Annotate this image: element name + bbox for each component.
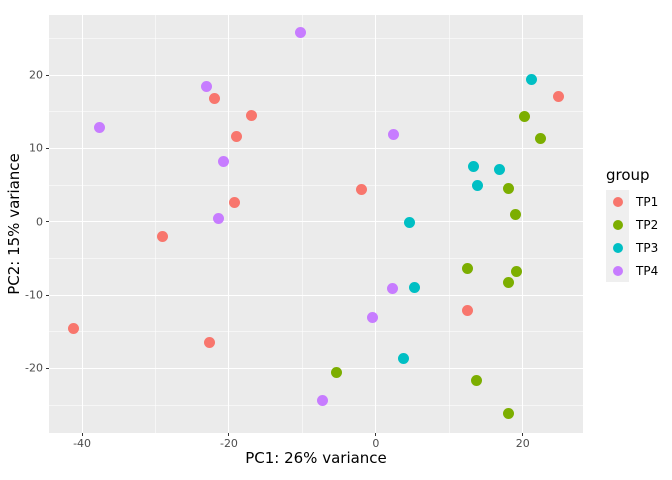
gridline-x-minor <box>448 15 450 433</box>
legend-label-TP4: TP4 <box>636 263 659 278</box>
legend: group TP1 TP2 TP3 TP4 <box>606 166 658 282</box>
data-point-TP2 <box>534 133 546 145</box>
x-tick-mark <box>375 433 377 436</box>
data-point-TP1 <box>230 131 242 143</box>
data-point-TP1 <box>246 109 258 121</box>
gridline-x-major <box>228 15 230 433</box>
gridline-y-major <box>49 74 583 76</box>
data-point-TP2 <box>502 182 514 194</box>
data-point-TP4 <box>200 81 212 93</box>
gridline-y-major <box>49 294 583 296</box>
data-point-TP2 <box>502 407 514 419</box>
data-point-TP1 <box>356 184 368 196</box>
y-tick-label: 10 <box>29 141 43 155</box>
data-point-TP1 <box>462 305 474 317</box>
y-tick-mark <box>46 294 49 296</box>
y-tick-label: -10 <box>25 288 43 302</box>
gridline-y-major <box>49 147 583 149</box>
data-point-TP3 <box>408 282 420 294</box>
data-point-TP1 <box>67 323 79 335</box>
legend-dot-icon <box>612 219 623 230</box>
data-point-TP3 <box>494 164 506 176</box>
y-tick-label: 0 <box>36 215 43 229</box>
x-tick-mark <box>228 433 230 436</box>
legend-label-TP2: TP2 <box>636 217 659 232</box>
gridline-x-minor <box>155 15 156 433</box>
x-tick-mark <box>81 433 83 436</box>
data-point-TP1 <box>203 337 215 349</box>
data-point-TP4 <box>213 212 225 224</box>
data-point-TP2 <box>511 266 523 278</box>
data-point-TP4 <box>316 395 328 407</box>
legend-item-TP3: TP3 <box>606 236 658 259</box>
gridline-y-minor <box>49 404 583 406</box>
data-point-TP4 <box>218 156 230 168</box>
gridline-y-minor <box>49 184 583 186</box>
data-point-TP1 <box>553 90 565 102</box>
x-tick-label: 0 <box>372 437 380 450</box>
data-point-TP1 <box>208 93 220 105</box>
data-point-TP1 <box>228 196 240 208</box>
y-tick-mark <box>46 74 49 76</box>
data-point-TP4 <box>367 311 379 323</box>
data-point-TP3 <box>468 160 480 172</box>
y-tick-label: -20 <box>25 361 43 375</box>
plot-panel <box>49 15 583 433</box>
gridline-y-minor <box>49 331 583 333</box>
legend-key-TP1 <box>606 190 629 213</box>
data-point-TP1 <box>156 230 168 242</box>
gridline-y-minor <box>49 257 583 259</box>
gridline-x-minor <box>301 15 303 433</box>
x-tick-label: -40 <box>73 437 92 450</box>
gridline-y-minor <box>49 111 583 113</box>
legend-dot-icon <box>612 265 623 276</box>
gridline-x-major <box>81 15 83 433</box>
data-point-TP3 <box>397 353 409 365</box>
data-point-TP3 <box>526 74 538 86</box>
legend-key-TP3 <box>606 236 629 259</box>
gridline-y-major <box>49 367 583 369</box>
x-axis-title: PC1: 26% variance <box>245 449 387 467</box>
data-point-TP4 <box>387 129 399 141</box>
data-point-TP3 <box>404 217 416 229</box>
legend-items: TP1 TP2 TP3 TP4 <box>606 190 658 282</box>
legend-key-TP2 <box>606 213 629 236</box>
legend-item-TP4: TP4 <box>606 259 658 282</box>
legend-key-TP4 <box>606 259 629 282</box>
y-tick-mark <box>46 147 49 149</box>
legend-item-TP2: TP2 <box>606 213 658 236</box>
data-point-TP4 <box>294 27 306 39</box>
gridline-x-major <box>375 15 377 433</box>
data-point-TP4 <box>94 122 106 134</box>
data-point-TP2 <box>470 374 482 386</box>
legend-item-TP1: TP1 <box>606 190 658 213</box>
data-point-TP2 <box>519 111 531 123</box>
legend-dot-icon <box>612 196 623 207</box>
data-point-TP4 <box>387 283 399 295</box>
gridline-x-major <box>522 15 524 433</box>
legend-dot-icon <box>612 242 623 253</box>
legend-title: group <box>606 166 650 184</box>
y-axis-title: PC2: 15% variance <box>5 153 23 295</box>
gridline-y-major <box>49 221 583 223</box>
data-point-TP2 <box>509 208 521 220</box>
legend-label-TP1: TP1 <box>636 194 659 209</box>
y-tick-mark <box>46 367 49 369</box>
gridline-y-minor <box>49 37 583 39</box>
data-point-TP2 <box>462 263 474 275</box>
data-point-TP2 <box>503 277 515 289</box>
legend-label-TP3: TP3 <box>636 240 659 255</box>
y-tick-label: 20 <box>29 68 43 82</box>
x-tick-label: 20 <box>515 437 530 450</box>
data-point-TP2 <box>330 367 342 379</box>
x-tick-label: -20 <box>219 437 238 450</box>
x-tick-mark <box>522 433 524 436</box>
y-tick-mark <box>46 221 49 223</box>
data-point-TP3 <box>472 179 484 191</box>
